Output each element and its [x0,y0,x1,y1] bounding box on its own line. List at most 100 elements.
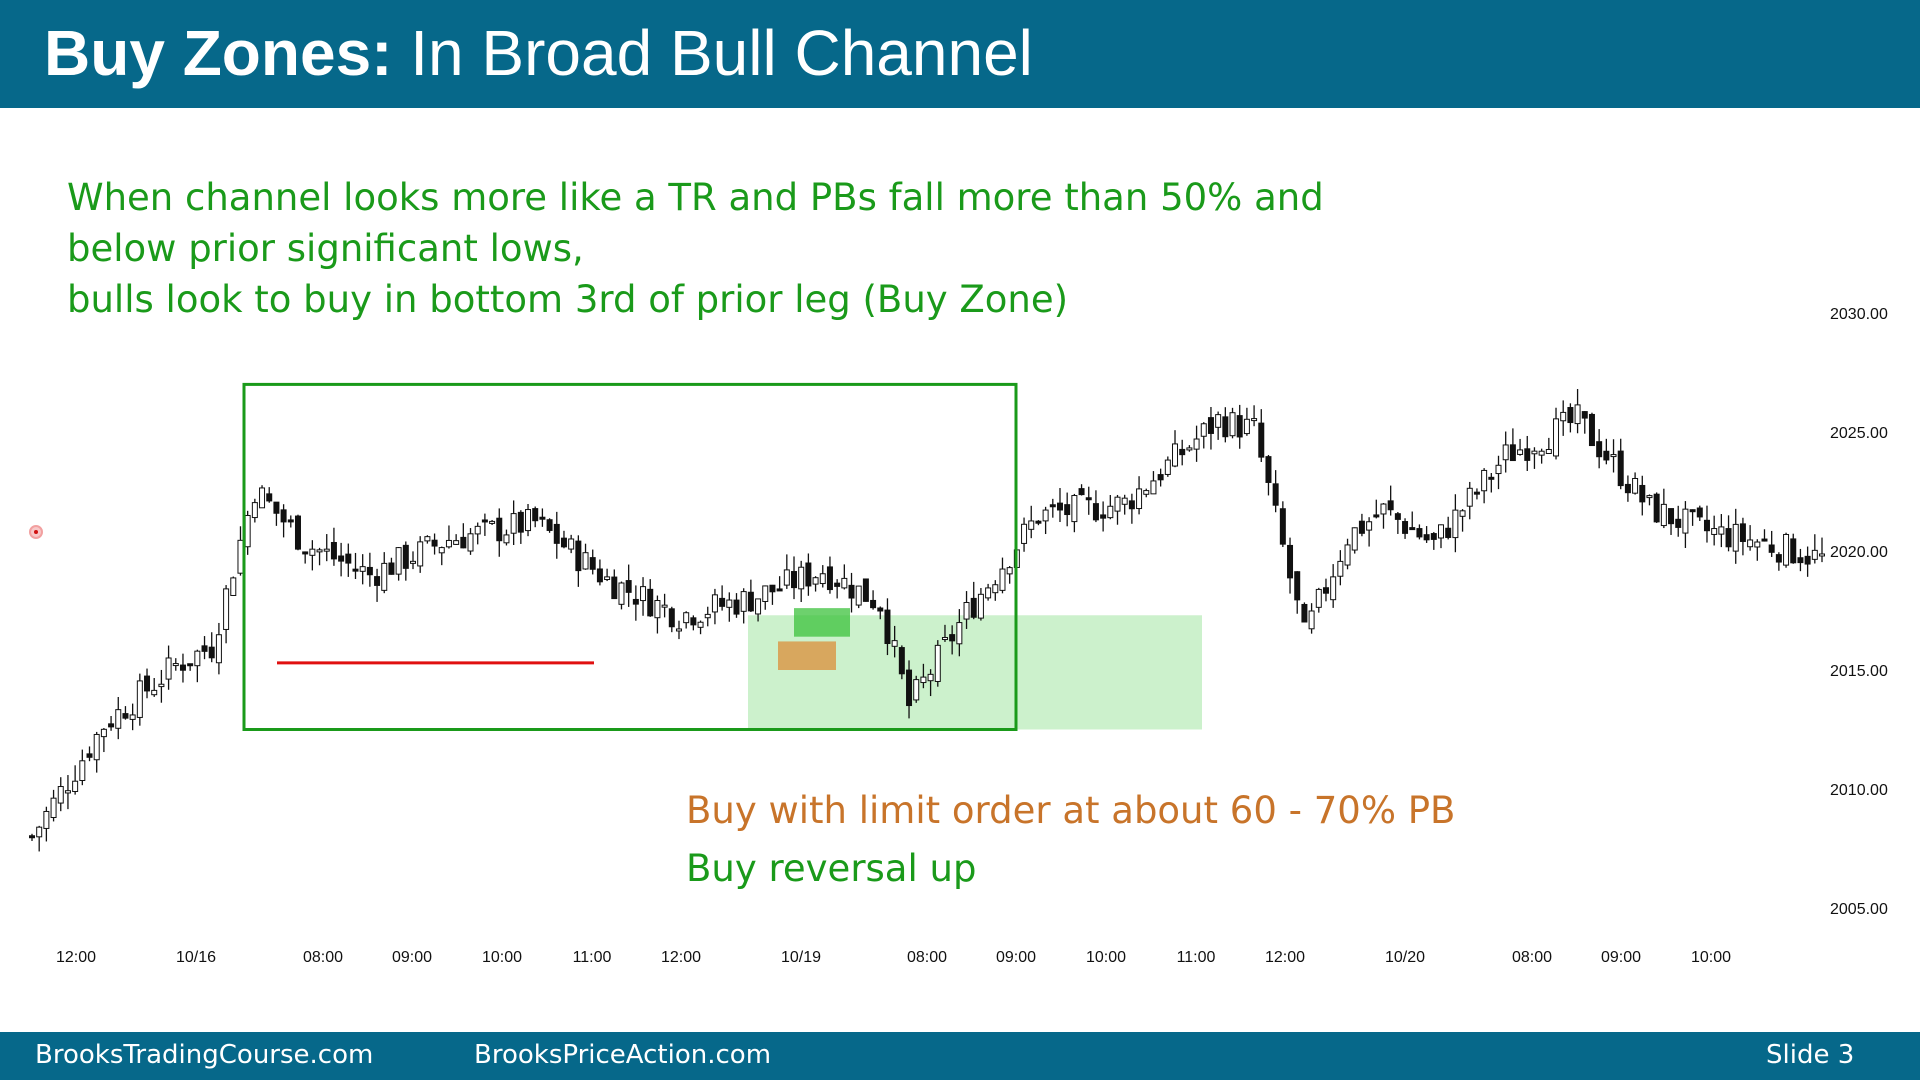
pointer-cursor-icon [29,525,43,539]
bear-candle [1322,587,1329,594]
bull-candle [1186,447,1193,451]
bear-candle [345,553,352,564]
bull-candle [1366,521,1373,531]
bull-candle [510,513,517,534]
channel-box [242,382,1018,731]
bull-candle [1200,423,1207,437]
bear-candle [122,713,129,719]
bull-candle [1308,610,1315,630]
bull-candle [445,539,452,548]
bull-candle [920,676,927,684]
bear-candle [1596,441,1603,458]
bear-candle [1675,518,1682,528]
bear-candle [553,523,560,544]
bear-candle [179,664,186,671]
bear-candle [1265,456,1272,483]
bull-candle [1545,448,1552,454]
y-tick-label: 2020.00 [1830,544,1888,561]
bull-candle [1330,576,1337,601]
bear-candle [1775,554,1782,563]
bull-candle [136,680,143,718]
bull-candle [230,577,237,596]
bear-candle [1696,507,1703,518]
y-axis: 2005.00 2010.00 2015.00 2020.00 2025.00 2030.… [1830,306,1888,918]
bull-candle [1437,524,1444,539]
bull-candle [1107,505,1114,519]
bear-candle [1409,527,1416,531]
bear-candle [1804,555,1811,565]
bull-candle [1042,509,1049,522]
bear-candle [1588,413,1595,447]
bull-candle [1143,490,1150,495]
bull-candle [72,780,79,792]
bull-candle [1071,495,1078,523]
bull-candle [244,514,251,548]
slide-title-rest: In Broad Bull Channel [392,17,1033,89]
bull-candle [661,604,668,608]
bear-candle [1739,523,1746,542]
bull-candle [1531,450,1538,455]
bear-candle [1624,483,1631,494]
bear-candle [374,576,381,586]
bull-candle [1632,477,1639,494]
bear-candle [1524,448,1531,461]
bull-candle [1660,503,1667,527]
bull-candle [992,584,999,594]
bear-candle [560,537,567,548]
bear-candle [791,571,798,589]
bear-candle [1639,484,1646,503]
bull-candle [568,538,575,550]
x-tick-label: 09:00 [392,949,432,966]
bear-candle [884,609,891,645]
bear-candle [460,536,467,549]
bear-candle [330,541,337,560]
bull-candle [798,566,805,590]
bear-candle [1653,493,1660,523]
bull-candle [158,683,165,688]
bull-candle [1747,539,1754,548]
bear-candle [747,591,754,612]
bull-candle [172,663,179,667]
bear-candle [1567,407,1574,424]
bear-candle [1092,503,1099,521]
x-tick-label: 11:00 [1177,949,1216,966]
bull-candle [1121,497,1128,505]
bull-candle [93,733,100,761]
bear-candle [625,580,632,593]
x-tick-label: 10:00 [1691,949,1731,966]
x-tick-label: 08:00 [303,949,343,966]
bull-candle [726,599,733,608]
bull-candle [79,760,86,781]
bear-candle [1179,448,1186,456]
x-tick-label: 09:00 [996,949,1036,966]
bull-candle [237,539,244,574]
bull-candle [1315,588,1322,608]
bull-candle [36,826,43,838]
bull-candle [453,540,460,545]
bear-candle [1294,571,1301,601]
bull-candle [1538,450,1545,456]
x-tick-label: 08:00 [907,949,947,966]
bear-candle [1473,491,1480,495]
limit-order-annotation: Buy with limit order at about 60 - 70% P… [686,789,1456,832]
bear-candle [1049,504,1056,508]
bear-candle [496,517,503,542]
bear-candle [1236,415,1243,438]
bull-candle [1150,480,1157,495]
bull-candle [395,547,402,575]
bear-candle [1668,508,1675,525]
bull-candle [323,548,330,552]
x-tick-label: 12:00 [661,949,701,966]
bull-candle [215,634,222,664]
bull-candle [1517,449,1524,455]
bear-candle [1222,416,1229,438]
note-line: below prior significant lows, [67,227,584,270]
bull-candle [934,644,941,682]
bull-candle [640,586,647,602]
bull-candle [999,568,1006,591]
bear-candle [1100,514,1107,519]
bull-candle [1251,418,1258,422]
bear-candle [273,501,280,514]
bear-candle [187,663,194,667]
bull-candle [913,679,920,701]
